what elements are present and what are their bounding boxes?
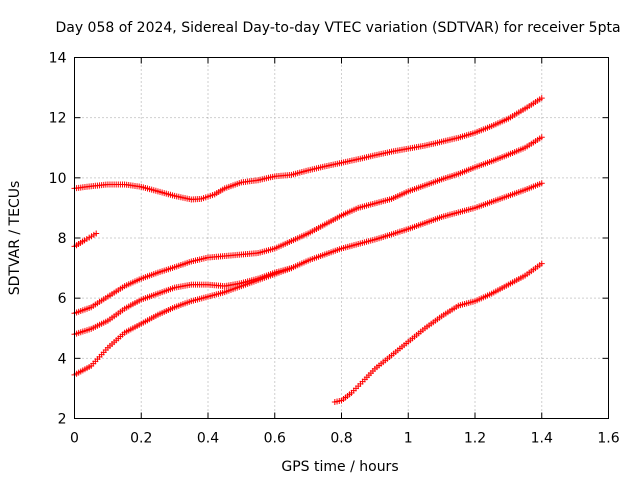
y-tick-label: 4: [58, 351, 67, 367]
x-tick-label: 0.4: [197, 431, 219, 447]
data-point: [538, 95, 545, 102]
x-tick-label: 1.2: [464, 431, 486, 447]
x-tick-label: 0: [70, 431, 79, 447]
data-point: [288, 265, 295, 272]
y-tick-label: 6: [58, 291, 67, 307]
y-axis-label: SDTVAR / TECUs: [7, 181, 23, 296]
y-tick-label: 10: [49, 171, 67, 187]
y-tick-label: 2: [58, 412, 67, 428]
x-tick-label: 0.2: [130, 431, 152, 447]
y-tick-label: 8: [58, 231, 67, 247]
series-track-f: [331, 260, 545, 405]
chart-title: Day 058 of 2024, Sidereal Day-to-day VTE…: [55, 20, 620, 36]
y-tick-label: 12: [49, 111, 67, 127]
x-axis-label: GPS time / hours: [281, 459, 398, 475]
grid: [74, 57, 609, 419]
series-track-c: [71, 134, 545, 317]
x-tick-label: 1: [404, 431, 413, 447]
data-points: [71, 95, 545, 405]
x-tick-label: 1.6: [597, 431, 619, 447]
plot-frame: [74, 57, 609, 419]
data-point: [538, 260, 545, 267]
series-track-a: [71, 95, 545, 203]
data-point: [538, 134, 545, 141]
data-point: [538, 180, 545, 187]
x-tick-label: 0.6: [264, 431, 286, 447]
series-track-e: [71, 265, 295, 378]
y-tick-label: 14: [49, 51, 67, 67]
axis-ticks: 0 0.2 0.4 0.6 0.8 1 1.2 1.4 1.6 2 4 6 8 10 12 14: [49, 51, 620, 447]
x-tick-label: 0.8: [330, 431, 352, 447]
x-tick-label: 1.4: [531, 431, 553, 447]
data-point: [93, 230, 100, 237]
